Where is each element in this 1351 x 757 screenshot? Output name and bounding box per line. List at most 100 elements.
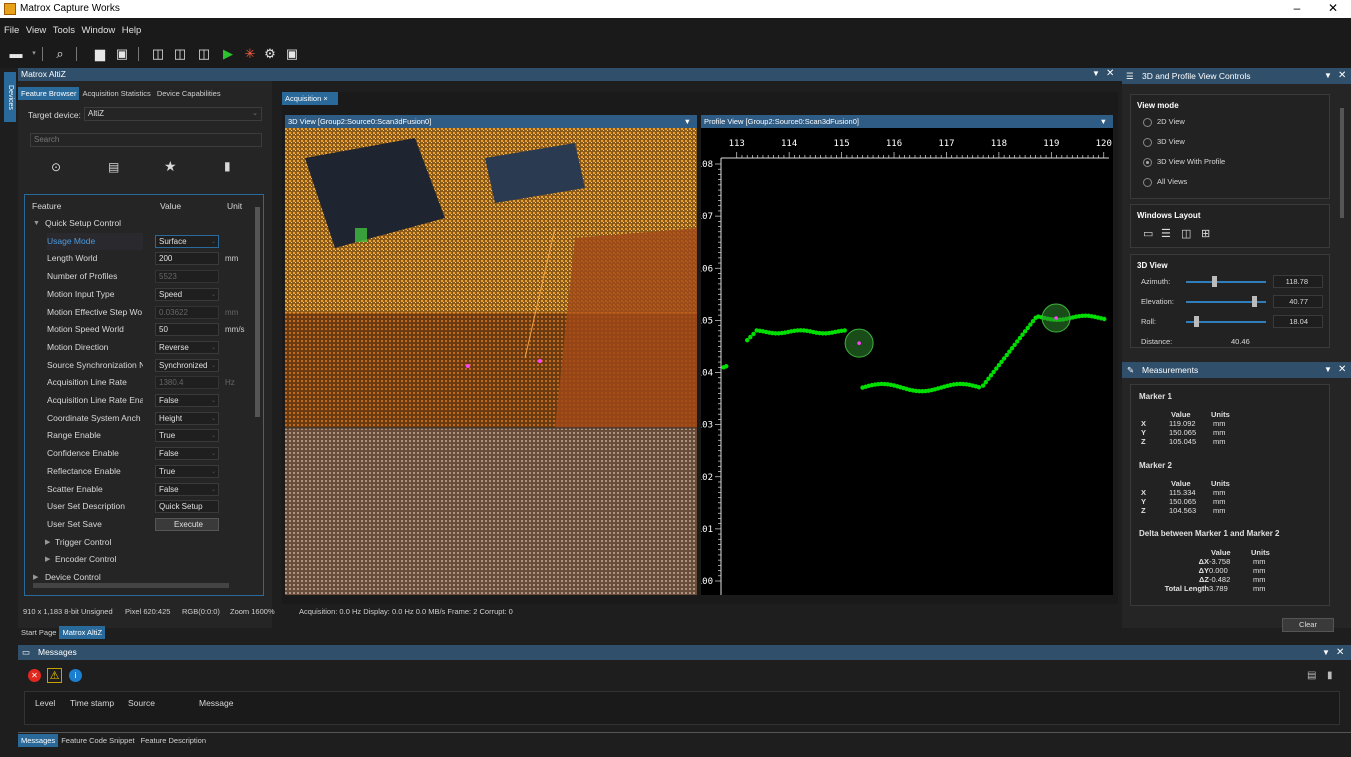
close-button[interactable]: ✕ (1327, 1, 1339, 15)
slider-value-spinbox[interactable]: 40.77 (1273, 295, 1323, 308)
feature-value[interactable]: 200 (155, 252, 219, 266)
view3d-canvas[interactable] (285, 128, 697, 595)
tab-acquisition-statistics[interactable]: Acquisition Statistics (82, 89, 151, 98)
stop-icon[interactable]: ✳ (244, 46, 256, 61)
feature-value[interactable]: Synchronized ⌄ (155, 358, 219, 372)
table-row[interactable]: ▶ Encoder Control (25, 551, 255, 568)
radio-all-views[interactable]: All Views (1143, 177, 1187, 187)
save-log-icon[interactable]: ▤ (1307, 670, 1317, 681)
table-row[interactable]: Usage Mode Surface ⌄ (25, 232, 255, 250)
search-device-icon[interactable]: ⌕ (56, 46, 64, 61)
table-row[interactable]: Acquisition Line Rate 1380.4 Hz (25, 374, 255, 391)
table-row[interactable]: Coordinate System Anch Height ⌄ (25, 410, 255, 427)
grab-icon[interactable]: ◫ (151, 46, 165, 61)
layout-horizontal-icon[interactable]: ☰ (1161, 228, 1171, 240)
table-row[interactable]: Scatter Enable False ⌄ (25, 481, 255, 498)
table-row[interactable]: User Set Description Quick Setup (25, 498, 255, 515)
slider-value-spinbox[interactable]: 18.04 (1273, 315, 1323, 328)
layout-grid-icon[interactable]: ⊞ (1201, 228, 1211, 240)
table-row[interactable]: Confidence Enable False ⌄ (25, 445, 255, 462)
error-filter-icon[interactable]: ✕ (28, 669, 41, 682)
table-row[interactable]: Motion Direction Reverse ⌄ (25, 339, 255, 356)
expand-arrow-icon[interactable]: ▼ (33, 220, 40, 227)
warning-filter-icon[interactable]: ⚠ (47, 668, 62, 683)
delete-icon[interactable]: ▮ (224, 159, 231, 173)
feature-value[interactable]: False ⌄ (155, 482, 219, 496)
menu-help[interactable]: Help (121, 25, 142, 36)
collapse-all-icon[interactable]: ⊙ (51, 160, 62, 174)
view-controls-close-icon[interactable]: ✕ (1338, 70, 1347, 81)
measurements-close-icon[interactable]: ✕ (1338, 364, 1347, 375)
feature-value[interactable]: Surface ⌄ (155, 234, 219, 248)
tab-feature-browser[interactable]: Feature Browser (18, 87, 80, 100)
collapse-arrow-icon[interactable]: ▶ (33, 574, 39, 581)
start-icon[interactable]: ▶ (223, 46, 233, 61)
table-row[interactable]: Acquisition Line Rate Ena False ⌄ (25, 392, 255, 409)
devices-tab[interactable]: Devices (4, 72, 16, 122)
target-device-select[interactable]: AltiZ ⌄ (84, 107, 262, 121)
table-row[interactable]: Range Enable True ⌄ (25, 427, 255, 444)
table-row[interactable]: ▶ Trigger Control (25, 534, 255, 551)
table-hscrollbar[interactable] (33, 583, 229, 588)
settings-icon[interactable]: ⚙ (264, 46, 276, 61)
layout-single-icon[interactable]: ▭ (1143, 228, 1154, 240)
slider-track[interactable] (1186, 321, 1266, 323)
radio-3d-view[interactable]: 3D View (1143, 137, 1185, 147)
collapse-arrow-icon[interactable]: ▶ (45, 538, 51, 546)
feature-value[interactable]: Execute (155, 517, 219, 531)
save-features-icon[interactable]: ▤ (108, 160, 120, 174)
feature-value[interactable]: True ⌄ (155, 429, 219, 443)
collapse-arrow-icon[interactable]: ▶ (45, 556, 51, 564)
feature-value[interactable]: Quick Setup (155, 500, 219, 514)
table-row[interactable]: Motion Speed World 50 mm/s (25, 321, 255, 338)
table-row[interactable]: ▼ Quick Setup Control (25, 215, 255, 232)
table-row[interactable]: User Set Save Execute (25, 516, 255, 533)
profile-menu-icon[interactable]: ▼ (1099, 117, 1107, 126)
menu-view[interactable]: View (25, 25, 47, 36)
slider-handle[interactable] (1252, 296, 1258, 307)
slider-track[interactable] (1186, 301, 1266, 303)
measurements-menu-icon[interactable]: ▼ (1324, 365, 1332, 374)
save-icon[interactable]: ▣ (115, 46, 129, 61)
controls-scrollbar[interactable] (1340, 108, 1344, 218)
favorite-star-icon[interactable]: ★ (164, 158, 177, 174)
tab-acquisition[interactable]: Acquisition × (282, 92, 338, 105)
tab-matrox-altiz[interactable]: Matrox AltiZ (59, 626, 106, 639)
camera-icon[interactable]: ▬ (9, 46, 23, 61)
table-row[interactable]: Reflectance Enable True ⌄ (25, 463, 255, 480)
menu-tools[interactable]: Tools (52, 25, 75, 36)
minimize-button[interactable]: – (1293, 1, 1301, 15)
panel-close-icon[interactable]: ✕ (1106, 68, 1115, 79)
table-scrollbar-thumb[interactable] (255, 207, 260, 417)
feature-value[interactable]: Reverse ⌄ (155, 340, 219, 354)
feature-value[interactable]: Height ⌄ (155, 411, 219, 425)
clear-log-icon[interactable]: ▮ (1327, 670, 1333, 681)
layout-vertical-icon[interactable]: ◫ (1181, 228, 1192, 240)
search-input[interactable]: Search (30, 133, 262, 147)
slider-handle[interactable] (1211, 276, 1217, 287)
profile-view-canvas[interactable]: 113 114 115 116 117 118 119 120 108 107 106 105 104 1… (701, 128, 1113, 595)
sequence-icon[interactable]: ◫ (197, 46, 211, 61)
open-folder-icon[interactable]: ▆ (95, 46, 105, 61)
menu-file[interactable]: File (4, 25, 20, 36)
view-controls-menu-icon[interactable]: ▼ (1324, 71, 1332, 80)
info-filter-icon[interactable]: i (69, 669, 82, 682)
tab-feature-code-snippet[interactable]: Feature Code Snippet (61, 736, 135, 745)
tab-messages[interactable]: Messages (18, 734, 59, 747)
table-row[interactable]: Motion Effective Step Wo 0.03622 mm (25, 304, 255, 321)
table-row[interactable]: Length World 200 mm (25, 250, 255, 267)
feature-value[interactable]: False ⌄ (155, 394, 219, 407)
feature-value[interactable]: 50 (155, 323, 219, 337)
tab-feature-description[interactable]: Feature Description (140, 736, 207, 745)
slider-handle[interactable] (1193, 316, 1199, 327)
snapshot-icon[interactable]: ◫ (173, 46, 187, 61)
slider-track[interactable] (1186, 281, 1266, 283)
feature-value[interactable]: False ⌄ (155, 447, 219, 461)
feature-value[interactable]: True ⌄ (155, 464, 219, 478)
menu-window[interactable]: Window (81, 25, 116, 36)
tab-start-page[interactable]: Start Page (21, 628, 57, 637)
radio-2d-view[interactable]: 2D View (1143, 117, 1185, 127)
dropdown-arrow-icon[interactable]: ▾ (32, 50, 36, 57)
messages-menu-icon[interactable]: ▼ (1322, 648, 1330, 657)
view3d-menu-icon[interactable]: ▼ (683, 117, 691, 126)
